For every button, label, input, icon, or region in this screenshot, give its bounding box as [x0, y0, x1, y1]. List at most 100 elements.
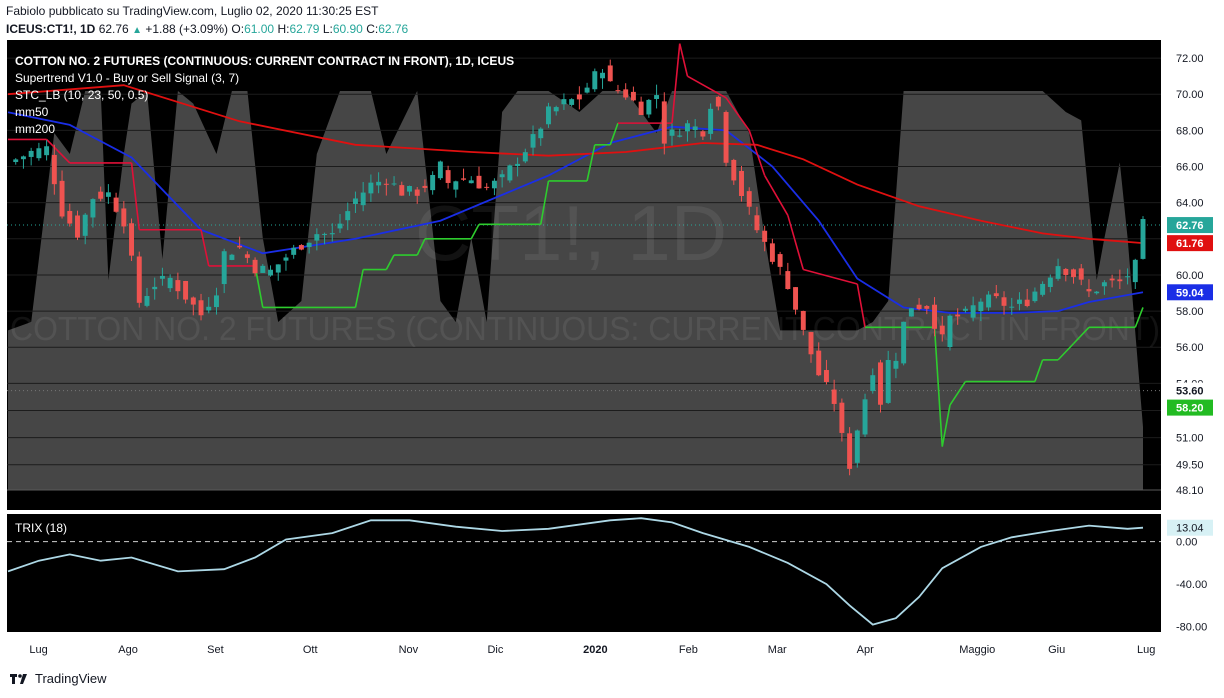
supertrend-segment — [609, 122, 619, 146]
trix-value-badge — [1167, 519, 1213, 536]
candle-body — [383, 183, 389, 185]
watermark: CT1!, 1D COTTON NO. 2 FUTURES (CONTINUOUS… — [10, 189, 1160, 347]
candle-body — [1101, 282, 1107, 287]
time-tick: Maggio — [959, 644, 995, 656]
supertrend-segment — [586, 144, 596, 182]
candle-body — [677, 135, 683, 137]
candle-body — [98, 191, 104, 199]
candle-body — [908, 308, 914, 317]
candle-body — [576, 94, 582, 100]
close-label: C: — [366, 22, 379, 36]
candle-body — [700, 131, 706, 137]
trix-tick: -80.00 — [1176, 622, 1207, 634]
candle-body — [939, 325, 945, 335]
brand-name: TradingView — [35, 671, 107, 686]
candle-body — [468, 180, 474, 184]
supertrend-segment — [539, 180, 550, 225]
candle-body — [870, 375, 876, 391]
time-tick: Set — [207, 644, 224, 656]
candle-body — [314, 234, 320, 241]
candle-body — [198, 300, 204, 316]
candle-body — [623, 89, 629, 98]
candle-body — [592, 71, 598, 90]
candle-body — [44, 146, 50, 156]
price-badge-value: 62.76 — [1176, 220, 1204, 232]
candle-body — [901, 321, 907, 364]
close-value: 62.76 — [378, 22, 409, 36]
trix-legend: TRIX (18) — [15, 521, 68, 535]
candle-body — [731, 159, 737, 181]
legend-supertrend: Supertrend V1.0 - Buy or Sell Signal (3,… — [15, 71, 240, 85]
supertrend-segment — [1134, 307, 1144, 328]
candle-body — [785, 271, 791, 289]
candle-body — [546, 106, 551, 125]
candle-body — [244, 254, 250, 258]
price-change: +1.88 (+3.09%) — [145, 22, 229, 36]
candle-body — [1132, 259, 1138, 283]
candle-body — [1086, 289, 1092, 292]
time-tick: Nov — [399, 644, 419, 656]
candle-body — [476, 175, 482, 189]
candle-body — [522, 152, 528, 162]
candle-body — [360, 192, 366, 206]
candle-body — [121, 208, 127, 227]
candle-body — [1009, 306, 1015, 308]
supertrend-segment — [678, 43, 689, 77]
candle-body — [769, 243, 775, 262]
price-badge — [1167, 382, 1213, 399]
supertrend-segment — [1072, 326, 1090, 345]
price-badge — [1167, 217, 1213, 234]
price-badge — [1167, 284, 1213, 301]
candle-body — [739, 170, 744, 196]
last-price: 62.76 — [98, 22, 129, 36]
time-tick: Apr — [857, 644, 874, 656]
candle-body — [885, 359, 891, 403]
time-tick: Lug — [1137, 644, 1155, 656]
candle-body — [708, 108, 714, 134]
candle-body — [345, 211, 351, 221]
candle-body — [962, 308, 968, 311]
price-tick: 58.00 — [1176, 306, 1204, 318]
candle-body — [1140, 219, 1146, 259]
candle-body — [777, 254, 783, 267]
candle-body — [75, 215, 80, 238]
time-tick: Feb — [679, 644, 698, 656]
trix-pane — [7, 514, 1161, 632]
candle-body — [229, 254, 235, 260]
price-badge — [1167, 235, 1213, 252]
candle-body — [762, 230, 768, 242]
chart-canvas[interactable]: CT1!, 1D COTTON NO. 2 FUTURES (CONTINUOUS… — [0, 40, 1224, 676]
candle-body — [175, 280, 181, 292]
candle-body — [808, 332, 814, 355]
candle-body — [893, 360, 899, 369]
time-axis: Lug Ago Set Ott Nov Dic 2020 Feb Mar Apr Maggio Giu… — [29, 644, 1155, 656]
candle-body — [692, 126, 698, 131]
candle-body — [422, 185, 428, 188]
candle-body — [1055, 266, 1061, 279]
candle-body — [144, 295, 150, 306]
candle-body — [51, 154, 57, 185]
price-labels: 62.76 61.76 59.04 53.60 58.20 — [1167, 217, 1213, 416]
footer[interactable]: TradingView — [10, 671, 107, 686]
candle-body — [445, 170, 451, 183]
supertrend-segment — [1034, 359, 1044, 382]
low-value: 60.90 — [332, 22, 363, 36]
candle-body — [414, 189, 420, 196]
candle-body — [1024, 299, 1030, 307]
candle-body — [1047, 277, 1053, 287]
time-tick: Lug — [29, 644, 47, 656]
candle-body — [399, 185, 405, 196]
candle-body — [206, 306, 212, 311]
time-tick: Ott — [303, 644, 318, 656]
time-tick: Mar — [768, 644, 787, 656]
symbol: ICEUS:CT1!, 1D — [6, 22, 96, 36]
candle-body — [376, 181, 382, 186]
candle-body — [407, 185, 412, 192]
candle-body — [136, 256, 142, 303]
supertrend-segment — [416, 238, 426, 256]
supertrend-segment — [354, 269, 364, 308]
price-badge-value: 53.60 — [1176, 386, 1204, 398]
watermark-symbol: CT1!, 1D — [415, 189, 727, 277]
candle-body — [831, 389, 837, 404]
candle-body — [152, 286, 158, 290]
